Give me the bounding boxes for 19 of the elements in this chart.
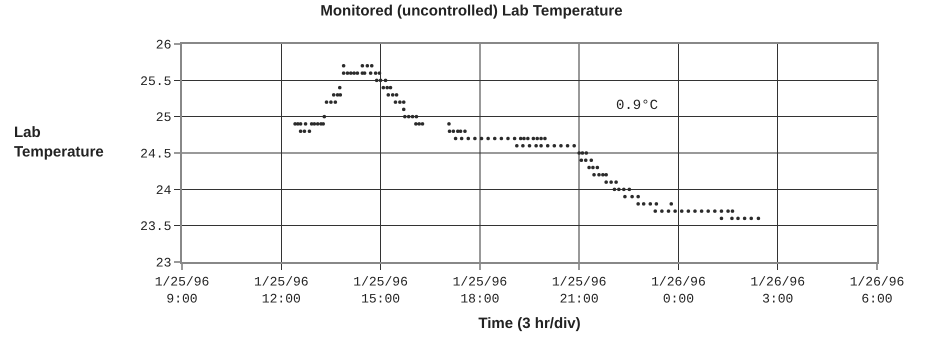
x-tick-label: 1/25/96 12:00 xyxy=(254,274,309,306)
x-tick-label: 1/26/96 6:00 xyxy=(850,274,904,306)
annotation: 0.9°C xyxy=(616,98,658,114)
x-tick-label: 1/25/96 21:00 xyxy=(552,274,606,306)
chart-title: Monitored (uncontrolled) Lab Temperature xyxy=(320,2,623,20)
x-tick-label: 1/25/96 9:00 xyxy=(154,274,210,306)
y-tick-label: 26 xyxy=(156,38,172,53)
y-tick-label: 25.5 xyxy=(140,74,172,89)
x-tick-label: 1/26/96 3:00 xyxy=(750,274,806,306)
x-tick-label: 1/26/96 0:00 xyxy=(651,274,706,306)
x-tick-label: 1/25/96 15:00 xyxy=(353,274,408,306)
y-tick-label: 23 xyxy=(156,256,172,271)
y-axis-title: Lab Temperature xyxy=(14,124,104,160)
y-tick-label: 24 xyxy=(156,182,172,198)
y-tick-label: 23.5 xyxy=(140,219,172,234)
y-tick-label: 24.5 xyxy=(140,146,172,162)
x-tick-label: 1/25/96 18:00 xyxy=(452,274,508,306)
y-tick-label: 25 xyxy=(156,110,172,126)
x-axis-title: Time (3 hr/div) xyxy=(478,315,581,332)
